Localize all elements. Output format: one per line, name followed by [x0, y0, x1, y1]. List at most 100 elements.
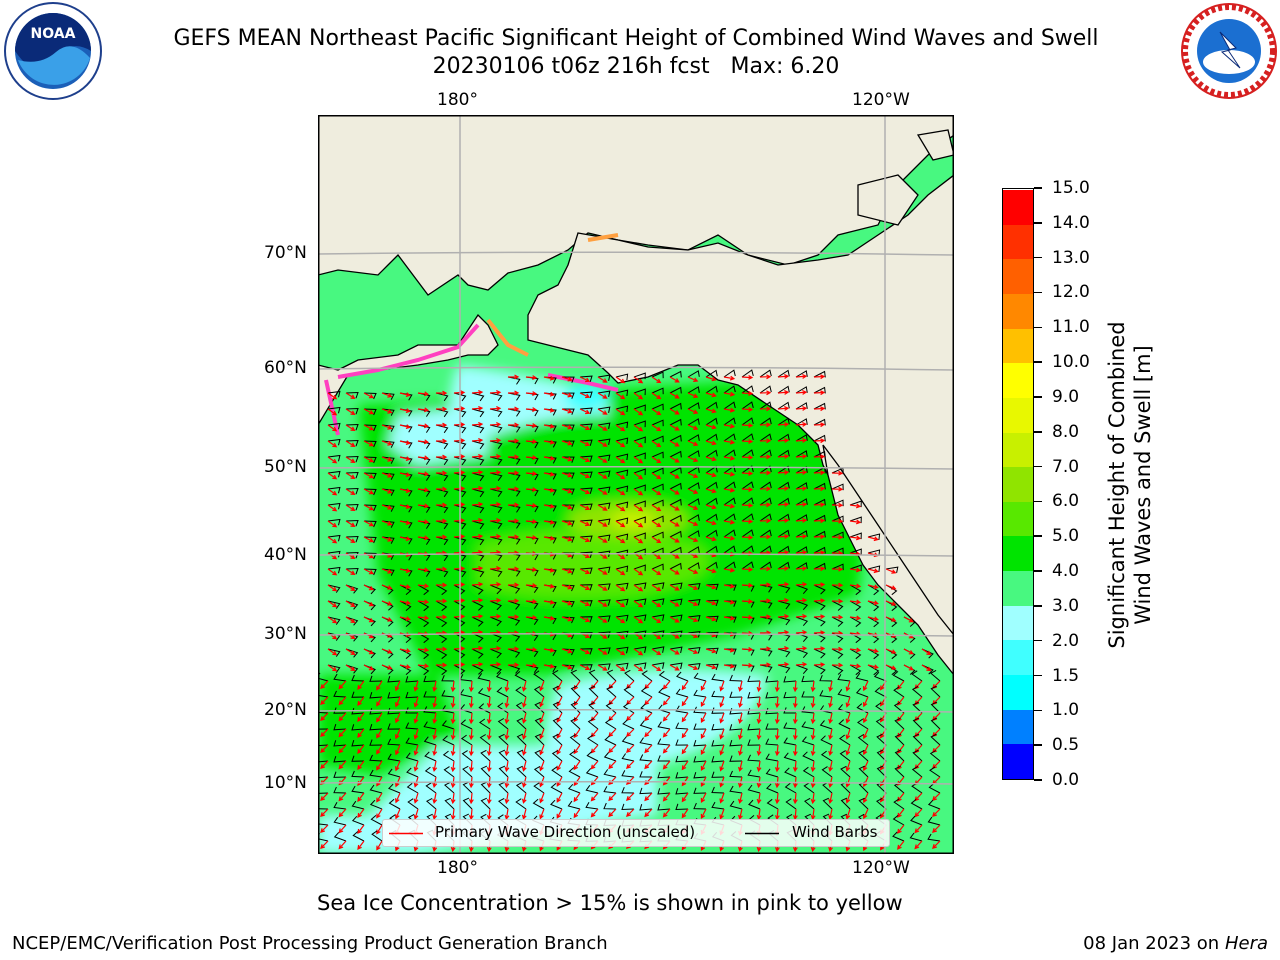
wind-barb [579, 584, 593, 591]
wave-direction-arrow [417, 599, 430, 605]
wind-barb [561, 504, 575, 511]
wave-direction-arrow [357, 712, 365, 723]
wind-barb [597, 454, 611, 462]
wind-barb [606, 669, 617, 682]
wind-barb [633, 564, 646, 572]
wave-direction-arrow [723, 423, 736, 429]
wind-barb [480, 781, 491, 794]
wave-direction-arrow [845, 792, 851, 804]
wind-barb [327, 454, 341, 462]
wind-barb [777, 664, 791, 674]
wave-direction-arrow [813, 438, 826, 444]
wind-barb [651, 387, 664, 395]
wind-barb [867, 549, 881, 557]
wind-barb [371, 830, 383, 842]
wind-barb [327, 584, 341, 593]
wind-barb [615, 485, 629, 493]
wind-barb [561, 456, 575, 463]
wave-direction-arrow [507, 470, 520, 476]
wave-direction-arrow [579, 408, 591, 415]
wind-barb [333, 740, 347, 747]
wind-barb [579, 648, 593, 655]
wave-direction-arrow [579, 536, 591, 543]
wave-direction-arrow [759, 374, 772, 380]
wind-barb [759, 497, 772, 506]
wind-barb [821, 766, 833, 778]
wind-barb [507, 376, 521, 385]
wave-direction-arrow [687, 376, 699, 382]
wind-barb [615, 565, 629, 573]
wind-barb [795, 418, 808, 426]
wave-direction-arrow [792, 680, 798, 693]
wind-barb [579, 567, 593, 574]
lat-label-30n: 30°N [264, 624, 307, 644]
wave-direction-arrow [435, 454, 448, 460]
wind-barb [585, 768, 599, 778]
wind-barb [801, 721, 815, 730]
wind-barb [507, 664, 521, 674]
wave-direction-arrow [395, 680, 401, 692]
wave-direction-arrow [579, 600, 591, 607]
wind-barb [837, 674, 851, 682]
wave-direction-arrow [774, 744, 780, 757]
wave-direction-arrow [521, 680, 527, 692]
wave-direction-arrow [738, 680, 743, 692]
wind-barb [723, 561, 736, 570]
wind-barb [687, 631, 701, 638]
wave-direction-arrow [376, 744, 383, 755]
wind-barb [423, 721, 437, 730]
colorbar-tick [1034, 256, 1042, 259]
wind-barb [516, 717, 527, 730]
wave-direction-arrow [471, 597, 484, 603]
wind-barb [561, 408, 575, 415]
wave-direction-arrow [723, 583, 736, 589]
colorbar-tick-label: 3.0 [1052, 595, 1080, 616]
wind-barb [651, 499, 664, 507]
wind-barb [858, 765, 869, 778]
wave-direction-arrow [399, 536, 411, 541]
wind-barb [857, 718, 869, 730]
wave-direction-arrow [453, 566, 466, 572]
wave-direction-arrow [813, 390, 826, 396]
wind-barb [471, 648, 484, 659]
wave-direction-arrow [363, 472, 375, 479]
wave-direction-arrow [573, 728, 581, 739]
wind-barb [345, 455, 359, 463]
wind-barb [893, 686, 905, 698]
wave-direction-arrow [795, 533, 808, 539]
wave-direction-arrow [828, 776, 833, 789]
wind-barb [765, 676, 779, 683]
wave-direction-arrow [327, 664, 338, 672]
wave-direction-arrow [723, 471, 736, 477]
wind-barb [471, 536, 485, 546]
wave-direction-arrow [453, 438, 466, 444]
wind-barb [687, 562, 700, 570]
wind-barb [723, 417, 736, 426]
wind-barb [669, 614, 683, 622]
wind-barb [819, 720, 833, 730]
wind-barb [657, 755, 670, 762]
date-text: 08 Jan 2023 on [1083, 933, 1225, 954]
wave-direction-arrow [338, 760, 347, 770]
wind-barb [480, 749, 491, 762]
wave-direction-arrow [556, 792, 563, 803]
wave-direction-arrow [395, 712, 401, 724]
wave-direction-arrow [723, 663, 736, 669]
wind-barb [911, 685, 923, 698]
colorbar-tick [1034, 326, 1042, 329]
wave-direction-arrow [719, 696, 725, 708]
wind-barb [783, 707, 796, 714]
wave-direction-arrow [795, 549, 808, 555]
wind-barb [615, 421, 629, 429]
wind-barb [471, 488, 485, 498]
wave-direction-arrow [810, 712, 816, 725]
wave-direction-arrow [507, 486, 520, 492]
wave-direction-arrow [608, 792, 617, 802]
wave-direction-arrow [705, 536, 717, 542]
wind-barb [453, 472, 467, 482]
wave-direction-arrow [719, 792, 725, 804]
wind-barb [711, 755, 725, 763]
wind-barb [462, 781, 473, 794]
wave-direction-arrow [345, 568, 356, 575]
wind-barb [417, 648, 430, 660]
